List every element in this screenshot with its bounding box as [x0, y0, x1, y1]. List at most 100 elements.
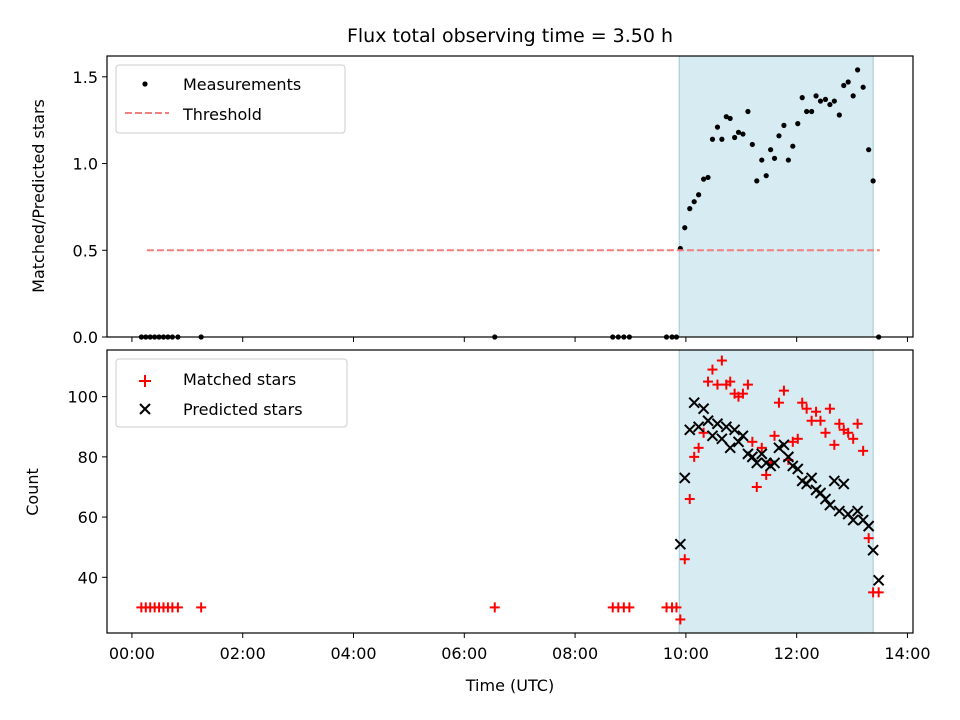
measurement-point	[781, 122, 787, 128]
measurement-point	[682, 225, 688, 231]
predicted-star-point	[756, 448, 768, 460]
bottom-panel: 40 60 80 100 00:00 02:00 04:00 06:00 08:00 10:00…	[23, 349, 931, 695]
bottom-plot-marks	[136, 355, 885, 625]
matched-star-point	[824, 403, 835, 414]
matched-star-point	[675, 614, 686, 625]
x-tick-label: 00:00	[109, 644, 155, 663]
predicted-star-point	[724, 442, 736, 454]
matched-star-point	[829, 439, 840, 450]
predicted-star-point	[792, 463, 804, 475]
matched-star-point	[172, 602, 183, 613]
predicted-star-point	[778, 439, 790, 451]
measurement-point	[763, 173, 769, 179]
predicted-star-point	[838, 478, 850, 490]
matched-star-point	[747, 436, 758, 447]
predicted-star-point	[867, 544, 879, 556]
measurement-point	[841, 82, 847, 89]
measurement-point	[735, 129, 742, 135]
matched-star-point	[852, 418, 863, 429]
matched-star-point	[820, 427, 831, 438]
y-tick-label: 40	[78, 568, 98, 587]
measurement-point	[691, 199, 697, 205]
matched-star-point	[671, 602, 682, 613]
measurement-point	[705, 174, 711, 181]
predicted-star-point	[746, 451, 759, 463]
predicted-star-point	[728, 424, 741, 436]
predicted-star-point	[692, 421, 705, 433]
measurement-point	[845, 79, 851, 85]
measurement-point	[850, 93, 856, 99]
matched-star-point	[698, 427, 709, 438]
predicted-star-point	[872, 574, 885, 587]
measurement-point	[827, 101, 833, 108]
measurement-point	[719, 136, 725, 142]
matched-star-point	[751, 481, 762, 492]
legend-predicted-label: Predicted stars	[183, 400, 303, 419]
x-tick-label: 14:00	[884, 644, 930, 663]
matched-star-point	[797, 397, 808, 408]
measurement-point	[860, 84, 866, 90]
predicted-star-point	[716, 433, 728, 445]
measurement-point	[809, 108, 815, 115]
measurement-point	[795, 121, 801, 127]
measurement-point	[831, 98, 837, 104]
matched-star-point	[773, 397, 784, 408]
measurement-point	[723, 114, 729, 120]
predicted-star-point	[828, 475, 841, 487]
measurement-point	[745, 108, 751, 115]
predicted-star-point	[819, 493, 832, 505]
bottom-shaded-region	[678, 349, 874, 634]
top-y-ticks: 0.0 0.5 1.0 1.5	[73, 68, 107, 347]
matched-star-point	[624, 602, 635, 613]
matched-star-point	[801, 403, 812, 414]
matched-star-point	[858, 445, 869, 456]
measurement-point	[855, 67, 861, 73]
y-tick-label: 80	[78, 448, 98, 467]
measurement-point	[701, 176, 707, 182]
x-tick-label: 06:00	[441, 644, 487, 663]
matched-star-point	[725, 376, 736, 387]
legend-measurements-label: Measurements	[183, 75, 301, 94]
matched-star-point	[716, 355, 727, 366]
x-tick-label: 12:00	[774, 644, 820, 663]
bottom-legend-box	[115, 358, 348, 428]
predicted-star-point	[768, 457, 781, 469]
predicted-star-point	[737, 430, 749, 442]
measurement-point	[740, 131, 746, 137]
matched-star-point	[792, 433, 803, 444]
matched-star-point	[196, 602, 207, 613]
measurement-point	[817, 98, 824, 104]
legend-matched-label: Matched stars	[183, 370, 296, 389]
matched-star-point	[778, 385, 789, 396]
bottom-axes-frame	[106, 349, 914, 634]
matched-star-point	[863, 533, 874, 544]
matched-star-point	[811, 406, 822, 417]
legend-matched-marker	[139, 375, 151, 387]
matched-star-point	[684, 494, 695, 505]
y-tick-label: 0.5	[73, 241, 98, 260]
y-tick-label: 1.0	[73, 155, 98, 174]
bottom-y-ticks: 40 60 80 100	[67, 388, 107, 587]
bottom-legend: Matched stars Predicted stars	[115, 358, 348, 428]
matched-star-point	[679, 554, 690, 565]
matched-star-point	[815, 415, 826, 426]
matched-star-point	[756, 442, 767, 453]
x-tick-label: 04:00	[330, 644, 376, 663]
measurement-point	[790, 143, 796, 149]
matched-star-point	[873, 587, 884, 598]
measurement-point	[799, 95, 805, 101]
predicted-star-point	[688, 396, 700, 409]
matched-star-point	[737, 388, 748, 399]
measurement-point	[771, 155, 778, 161]
x-tick-label: 08:00	[552, 644, 598, 663]
y-tick-label: 100	[67, 388, 98, 407]
measurement-point	[714, 124, 721, 130]
top-axes-frame	[106, 55, 914, 338]
measurement-point	[813, 93, 819, 99]
measurement-point	[696, 192, 702, 198]
matched-star-point	[703, 376, 714, 387]
matched-star-point	[693, 442, 704, 453]
predicted-star-point	[720, 421, 733, 433]
measurement-point	[785, 157, 791, 163]
